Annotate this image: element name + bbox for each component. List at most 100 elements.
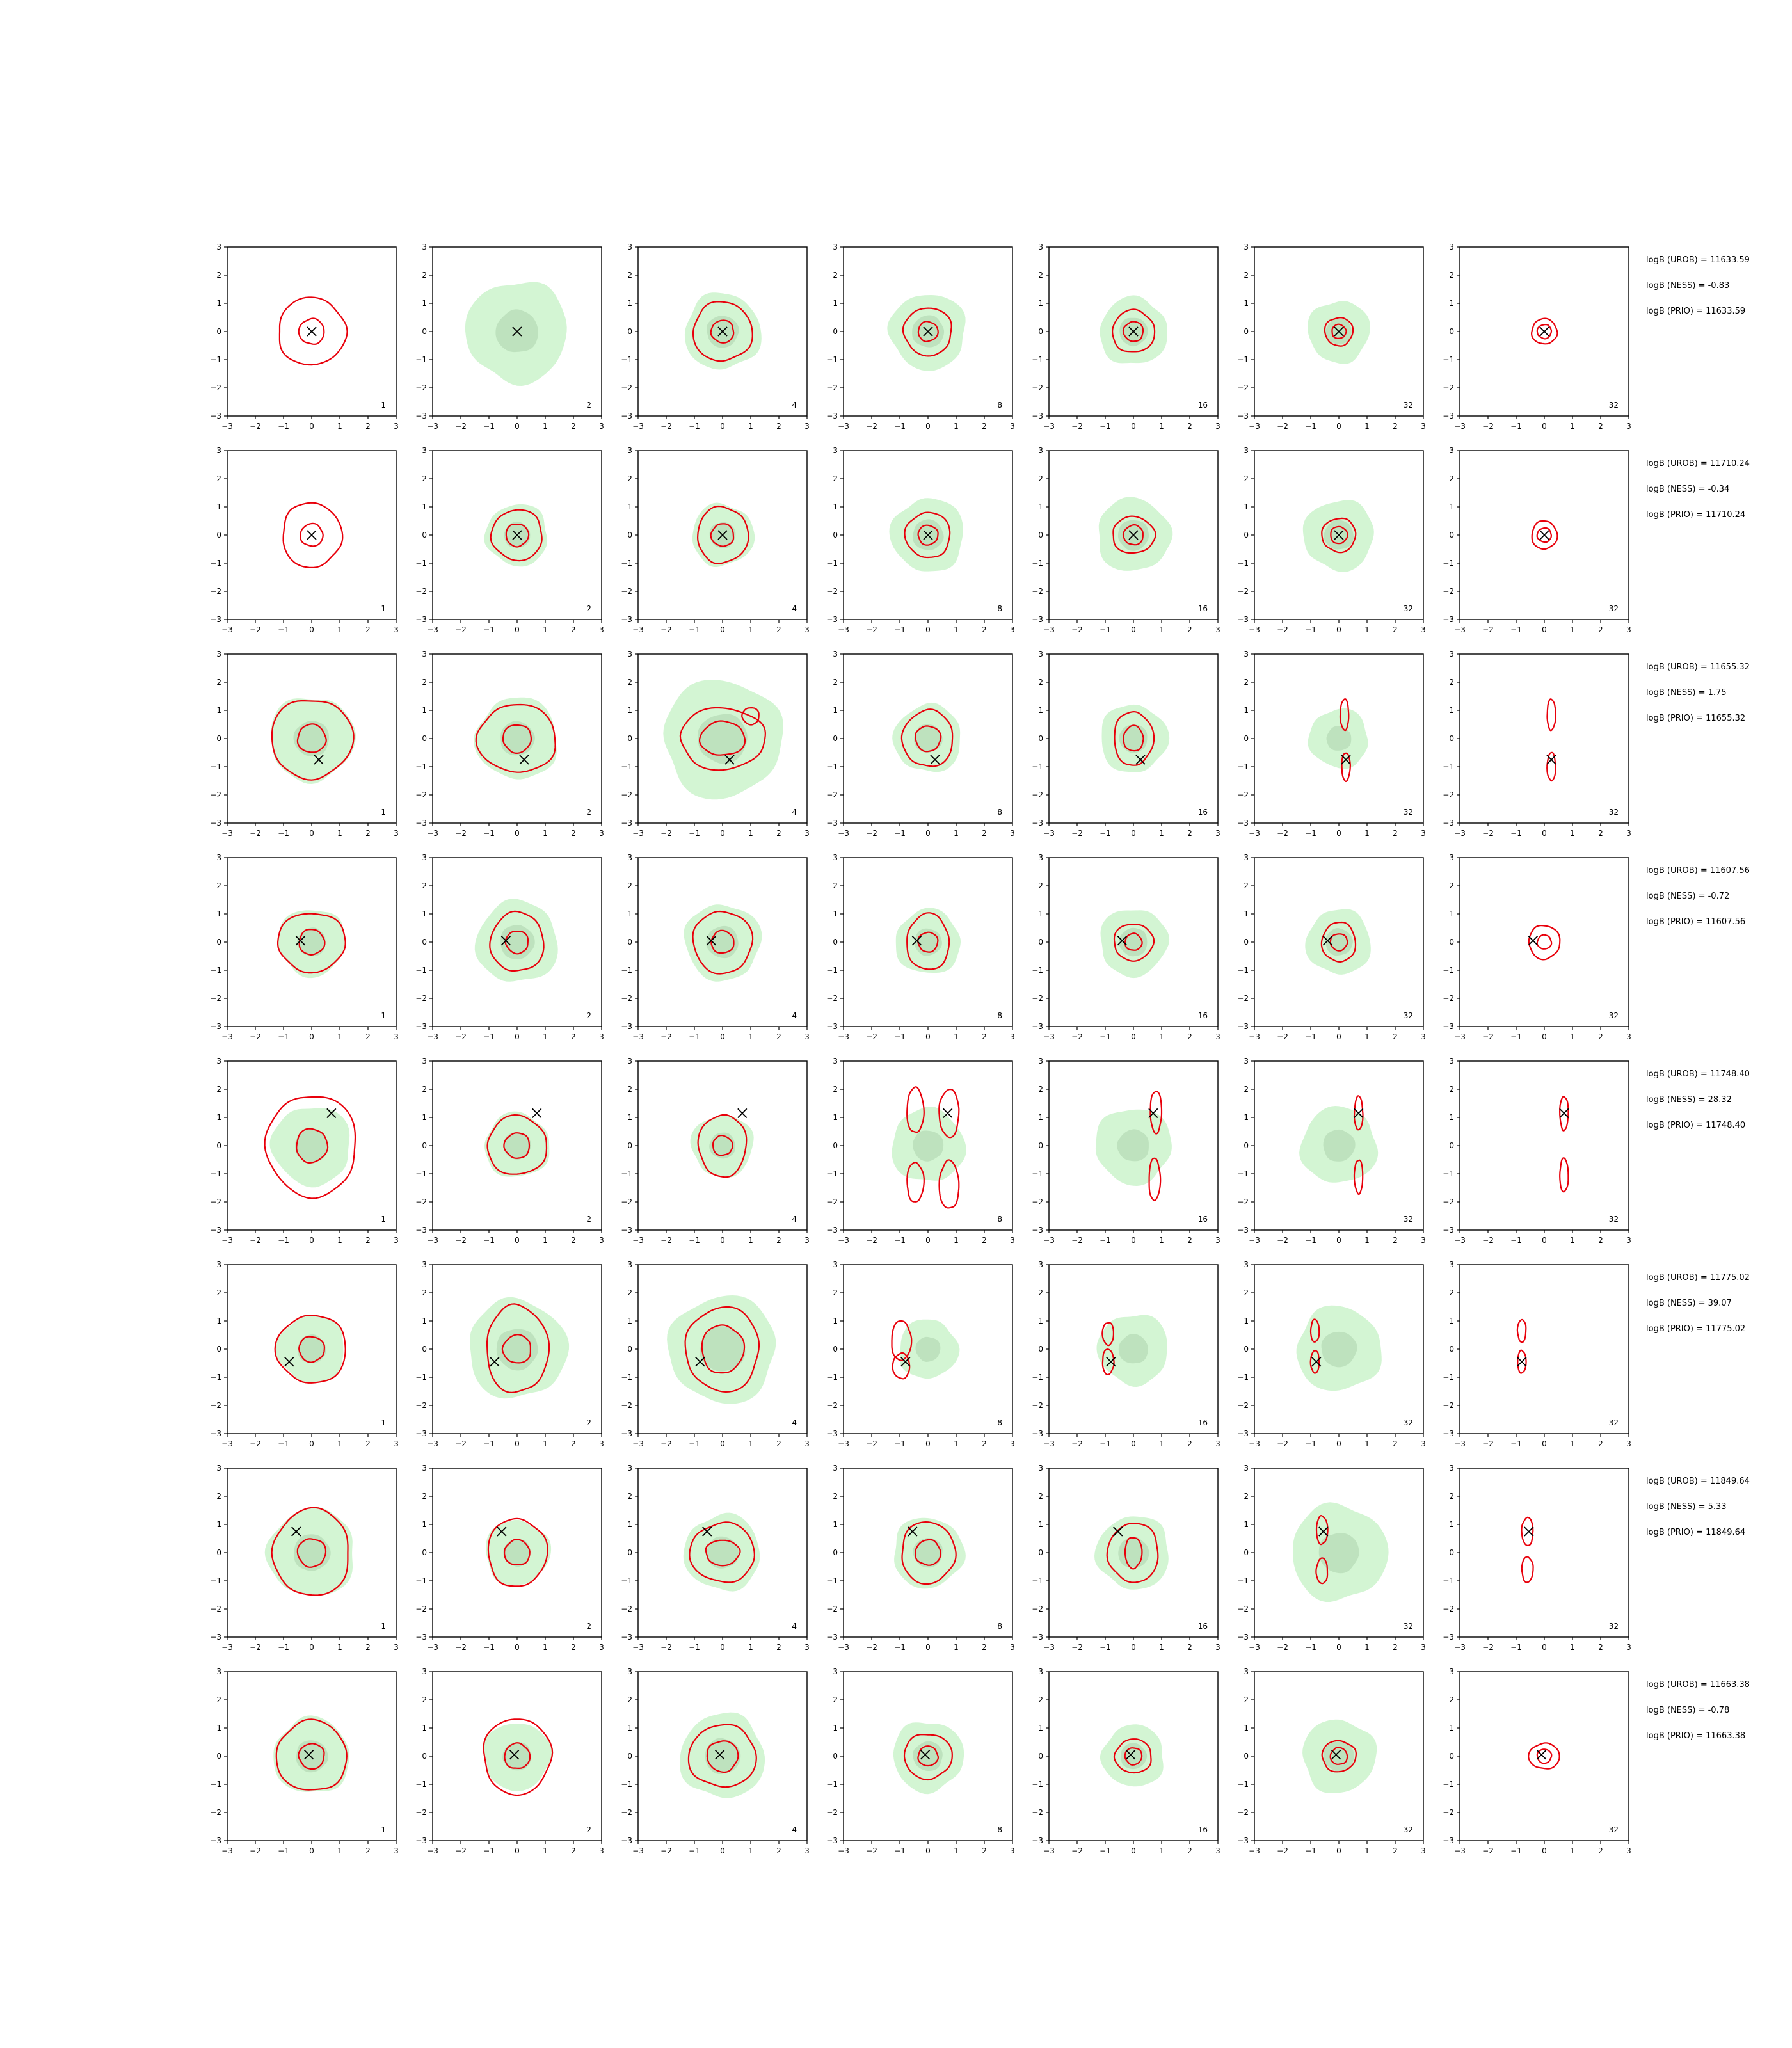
contour-line bbox=[915, 1539, 941, 1566]
x-tick-label: 0 bbox=[1336, 1439, 1341, 1448]
contour-line bbox=[1148, 1157, 1162, 1201]
y-tick-label: 3 bbox=[1449, 650, 1454, 659]
x-tick-label: 3 bbox=[1626, 1846, 1631, 1855]
y-tick-label: −2 bbox=[1032, 1197, 1043, 1206]
x-tick-label: −1 bbox=[1510, 422, 1522, 431]
y-tick-label: −2 bbox=[1237, 790, 1249, 799]
log-bayes-label: logB (NESS) = -0.34 bbox=[1646, 484, 1729, 494]
y-tick-label: −3 bbox=[826, 1836, 838, 1845]
x-tick-label: 0 bbox=[1131, 1439, 1136, 1448]
y-tick-label: 1 bbox=[1244, 502, 1249, 511]
y-tick-label: 2 bbox=[1038, 474, 1043, 483]
x-tick-label: 1 bbox=[543, 1236, 548, 1245]
x-tick-label: 2 bbox=[982, 1846, 987, 1855]
plot-panel: −3−3 −2 −2 −1 −1 0 0 1 1 2 2 3 3 32 bbox=[1443, 446, 1631, 634]
x-tick-label: 1 bbox=[748, 1439, 753, 1448]
y-tick-label: −2 bbox=[210, 1604, 221, 1613]
x-tick-label: −1 bbox=[689, 1439, 700, 1448]
true-point-marker bbox=[326, 1108, 337, 1119]
contour-line bbox=[698, 720, 746, 756]
y-tick-label: 3 bbox=[216, 1260, 221, 1269]
true-point-marker bbox=[1113, 1526, 1123, 1537]
contour-line bbox=[1353, 1095, 1364, 1131]
log-bayes-label: logB (NESS) = 5.33 bbox=[1646, 1502, 1727, 1512]
x-tick-label: −3 bbox=[221, 829, 233, 838]
y-tick-label: 1 bbox=[833, 1113, 838, 1122]
y-tick-label: −1 bbox=[826, 1576, 838, 1585]
contour-line bbox=[282, 502, 344, 569]
x-tick-label: −1 bbox=[1100, 1439, 1111, 1448]
x-tick-label: 2 bbox=[365, 829, 371, 838]
x-tick-label: 2 bbox=[982, 1439, 987, 1448]
y-tick-label: −2 bbox=[1443, 1808, 1454, 1817]
x-tick-label: 3 bbox=[1421, 829, 1426, 838]
true-point-marker bbox=[1322, 936, 1333, 946]
x-tick-label: −2 bbox=[250, 1439, 261, 1448]
x-tick-label: −3 bbox=[427, 829, 438, 838]
x-tick-label: −3 bbox=[427, 625, 438, 634]
y-tick-label: 3 bbox=[1449, 1464, 1454, 1473]
x-tick-label: 1 bbox=[337, 422, 342, 431]
y-tick-label: −1 bbox=[415, 966, 427, 975]
y-tick-label: 3 bbox=[833, 1057, 838, 1066]
x-tick-label: 3 bbox=[1010, 1032, 1015, 1041]
contour-line bbox=[1106, 1522, 1159, 1583]
y-tick-label: −1 bbox=[415, 355, 427, 364]
y-tick-label: 3 bbox=[216, 650, 221, 659]
y-tick-label: 3 bbox=[833, 243, 838, 252]
plot-panel: −3−3 −2 −2 −1 −1 0 0 1 1 2 2 3 3 32 bbox=[1237, 650, 1426, 838]
y-tick-label: 1 bbox=[216, 1520, 221, 1529]
y-tick-label: −1 bbox=[1237, 559, 1249, 568]
true-point-marker bbox=[706, 936, 717, 946]
x-tick-label: 3 bbox=[1626, 1643, 1631, 1652]
posterior-region-inner bbox=[297, 927, 326, 956]
x-tick-label: −1 bbox=[278, 625, 289, 634]
x-tick-label: 3 bbox=[804, 1439, 810, 1448]
true-point-marker bbox=[1125, 1750, 1136, 1760]
x-tick-label: 0 bbox=[720, 1032, 725, 1041]
y-tick-label: 3 bbox=[1038, 650, 1043, 659]
plot-panel: −3−3 −2 −2 −1 −1 0 0 1 1 2 2 3 3 32 bbox=[1443, 853, 1631, 1041]
x-tick-label: −1 bbox=[689, 1236, 700, 1245]
x-tick-label: −3 bbox=[632, 1643, 644, 1652]
y-tick-label: −2 bbox=[1237, 587, 1249, 596]
contour-line bbox=[504, 931, 529, 955]
y-tick-label: 1 bbox=[1038, 1520, 1043, 1529]
x-tick-label: 1 bbox=[1364, 625, 1370, 634]
panel-number-label: 32 bbox=[1404, 604, 1413, 613]
x-tick-label: −3 bbox=[427, 1643, 438, 1652]
y-tick-label: 1 bbox=[627, 299, 632, 308]
log-bayes-label: logB (UROB) = 11633.59 bbox=[1646, 255, 1750, 265]
x-tick-label: −2 bbox=[866, 1032, 877, 1041]
posterior-region-inner bbox=[700, 1326, 746, 1372]
plot-panel: −3−3 −2 −2 −1 −1 0 0 1 1 2 2 3 3 4 bbox=[621, 1667, 810, 1855]
x-tick-label: −2 bbox=[250, 829, 261, 838]
x-tick-label: 2 bbox=[1393, 829, 1398, 838]
y-tick-label: 1 bbox=[627, 1316, 632, 1325]
y-tick-label: 1 bbox=[1038, 299, 1043, 308]
y-tick-label: 3 bbox=[627, 1464, 632, 1473]
x-tick-label: −1 bbox=[1305, 422, 1316, 431]
panel-number-label: 32 bbox=[1404, 1418, 1413, 1427]
contour-line bbox=[1149, 1091, 1163, 1135]
panel-number-label: 8 bbox=[997, 604, 1002, 613]
contour-line bbox=[1341, 752, 1352, 783]
x-tick-label: 1 bbox=[954, 1439, 959, 1448]
y-tick-label: 3 bbox=[1038, 853, 1043, 862]
x-tick-label: −2 bbox=[1071, 422, 1083, 431]
x-tick-label: 1 bbox=[748, 1236, 753, 1245]
y-tick-label: −2 bbox=[621, 1401, 632, 1410]
x-tick-label: −2 bbox=[660, 1236, 672, 1245]
y-tick-label: 1 bbox=[1449, 706, 1454, 715]
y-tick-label: −2 bbox=[415, 587, 427, 596]
y-tick-label: 1 bbox=[1449, 1316, 1454, 1325]
true-point-marker bbox=[695, 1357, 705, 1367]
x-tick-label: −3 bbox=[632, 829, 644, 838]
plot-panel: −3−3 −2 −2 −1 −1 0 0 1 1 2 2 3 3 4 bbox=[621, 650, 810, 838]
y-tick-label: −2 bbox=[1443, 994, 1454, 1003]
x-tick-label: 3 bbox=[599, 1846, 604, 1855]
x-tick-label: 2 bbox=[982, 829, 987, 838]
x-tick-label: −2 bbox=[1277, 422, 1288, 431]
y-tick-label: −1 bbox=[210, 1169, 221, 1178]
plot-panel: −3−3 −2 −2 −1 −1 0 0 1 1 2 2 3 3 2 bbox=[415, 650, 604, 838]
